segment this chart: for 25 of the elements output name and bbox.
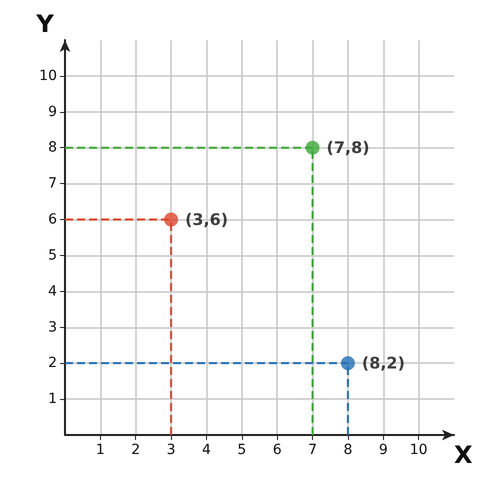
- y-tick-label: 2: [48, 355, 57, 372]
- y-tick-label: 9: [48, 104, 57, 120]
- x-tick-label: 10: [410, 442, 428, 458]
- x-tick-label: 9: [378, 442, 388, 458]
- y-tick-label: 8: [48, 140, 57, 156]
- y-axis-title: Y: [35, 10, 54, 38]
- annotation: (3,6): [185, 210, 228, 230]
- x-tick-label: 1: [96, 442, 105, 458]
- annotation: (8,2): [362, 354, 405, 373]
- x-tick-label: 6: [272, 442, 282, 458]
- x-tick-label: 7: [308, 442, 318, 458]
- y-tick-label: 7: [48, 176, 57, 192]
- y-tick-label: 1: [48, 391, 57, 408]
- y-tick-label: 3: [48, 319, 57, 336]
- x-tick-label: 4: [202, 442, 211, 458]
- y-tick-label: 10: [39, 68, 57, 84]
- x-tick-label: 3: [166, 442, 176, 458]
- x-axis-title: X: [454, 441, 473, 469]
- y-tick-label: 6: [48, 212, 58, 228]
- y-tick-label: 5: [48, 247, 57, 264]
- x-tick-label: 8: [343, 442, 352, 458]
- y-tick-label: 4: [48, 283, 58, 300]
- x-tick-label: 5: [237, 442, 246, 458]
- x-tick-label: 2: [131, 442, 140, 458]
- annotation: (7,8): [326, 138, 370, 158]
